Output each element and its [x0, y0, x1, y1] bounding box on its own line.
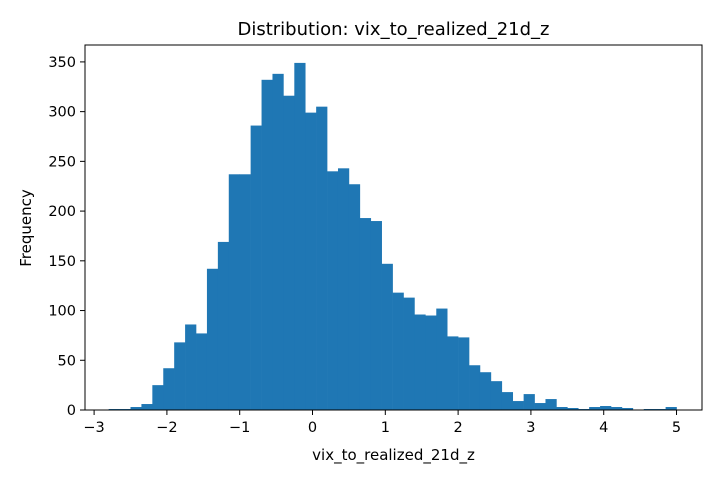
y-axis-ticks: 0 50 100 150 200 250 300 350 — [48, 55, 85, 419]
histogram-bar — [665, 407, 677, 410]
histogram-bar — [567, 408, 579, 410]
histogram-bar — [534, 403, 546, 410]
histogram-bar — [545, 399, 557, 410]
y-tick-label: 50 — [58, 353, 76, 369]
x-axis-label: vix_to_realized_21d_z — [312, 446, 475, 465]
histogram-bar — [621, 408, 634, 410]
histogram-bar — [556, 407, 568, 410]
y-axis-label: Frequency — [17, 189, 35, 267]
histogram-bar — [414, 314, 426, 410]
histogram-bar — [523, 394, 535, 410]
histogram-bar — [283, 95, 295, 410]
y-tick-label: 350 — [48, 55, 76, 71]
histogram-bar — [130, 407, 142, 410]
histogram-bar — [512, 401, 524, 410]
x-axis-ticks: −3 −2 −1 0 1 2 3 4 5 — [83, 410, 681, 436]
y-tick-label: 250 — [48, 154, 76, 170]
histogram-bar — [589, 407, 601, 410]
x-tick-label: 2 — [453, 420, 462, 436]
histogram-bar — [217, 241, 230, 410]
x-tick-label: −3 — [83, 420, 104, 436]
histogram-bar — [206, 268, 219, 410]
y-tick-label: 150 — [48, 254, 76, 270]
histogram-bar — [163, 368, 175, 410]
histogram-bar — [250, 125, 262, 410]
histogram-bar — [469, 365, 481, 410]
y-tick-label: 0 — [67, 403, 76, 419]
histogram-bar — [447, 336, 459, 410]
histogram-bar — [327, 171, 339, 410]
histogram-bar — [600, 406, 612, 410]
bars-group — [108, 62, 677, 411]
histogram-bar — [294, 62, 306, 411]
plot-frame — [84, 44, 703, 411]
histogram-bar — [403, 297, 415, 410]
x-tick-label: 4 — [599, 420, 608, 436]
histogram-bar — [152, 385, 164, 410]
histogram-bar — [185, 324, 197, 410]
histogram-bar — [174, 342, 186, 410]
x-tick-label: 1 — [381, 420, 390, 436]
histogram-bar — [425, 315, 437, 410]
histogram-bar — [370, 221, 382, 410]
y-tick-label: 200 — [48, 204, 76, 220]
histogram-bar — [196, 333, 208, 410]
histogram-bar — [501, 392, 514, 410]
histogram-bar — [316, 106, 328, 410]
y-tick-label: 300 — [48, 105, 76, 121]
histogram-bar — [261, 79, 273, 410]
x-tick-label: 5 — [672, 420, 681, 436]
chart-title: Distribution: vix_to_realized_21d_z — [237, 19, 549, 40]
histogram-bar — [272, 73, 284, 410]
histogram-bar — [479, 372, 492, 410]
histogram-bar — [348, 184, 361, 410]
histogram-bar — [239, 174, 251, 410]
y-tick-label: 100 — [48, 304, 76, 320]
histogram-bar — [381, 263, 393, 410]
histogram-bar — [392, 292, 404, 410]
histogram-bar — [228, 174, 240, 410]
x-tick-label: 3 — [526, 420, 535, 436]
histogram-bar — [458, 337, 470, 410]
histogram-bar — [359, 218, 372, 410]
x-tick-label: 0 — [308, 420, 317, 436]
histogram-bar — [490, 381, 503, 410]
histogram-bar — [337, 168, 350, 410]
histogram-bar — [436, 308, 448, 410]
histogram-bar — [305, 112, 317, 410]
x-tick-label: −1 — [229, 420, 250, 436]
x-tick-label: −2 — [156, 420, 177, 436]
histogram-bar — [141, 404, 153, 410]
histogram-bar — [611, 407, 623, 410]
